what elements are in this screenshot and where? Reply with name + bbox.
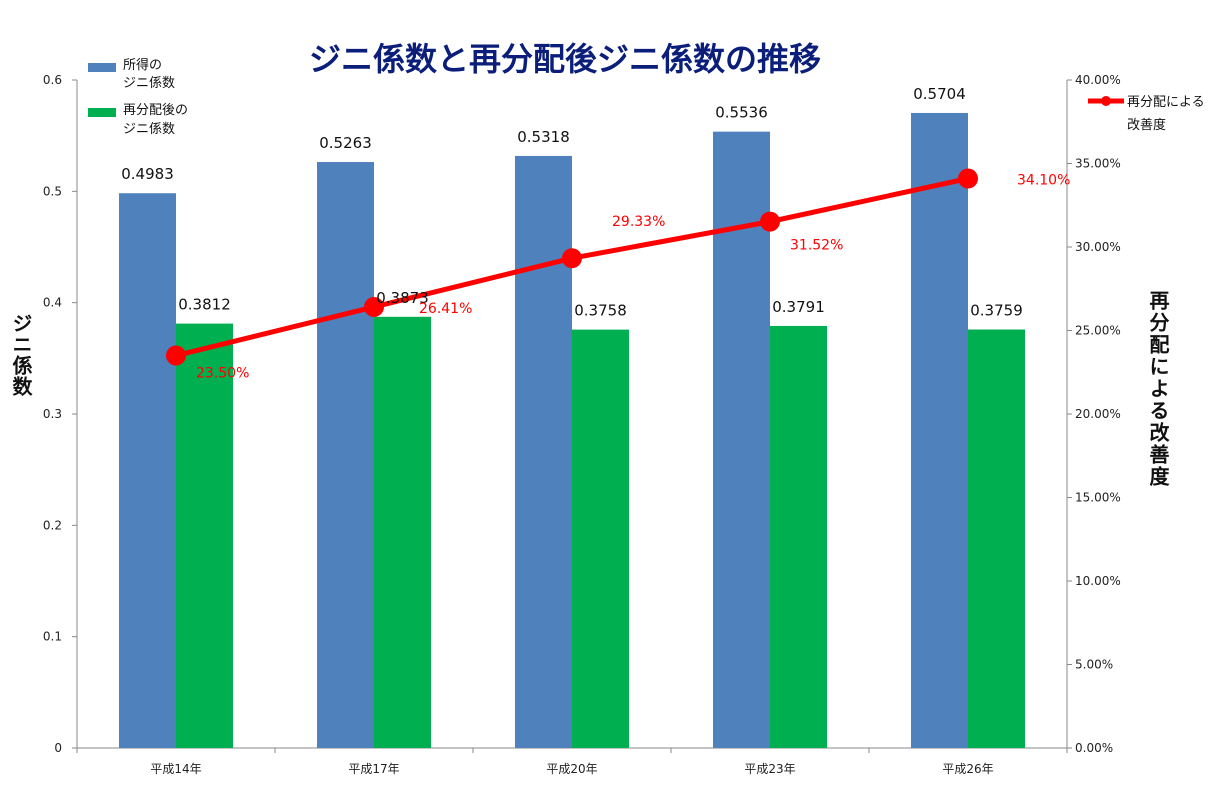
x-tick-label: 平成17年 xyxy=(348,762,399,776)
bar-data-label: 0.3758 xyxy=(574,302,627,320)
bar-redistributed-gini xyxy=(572,329,629,748)
axes-group: 0 0.1 0.2 0.3 0.4 0.5 0.6 0.00% 5.00% 10.00% 15.00… xyxy=(9,73,1170,776)
bar-redistributed-gini xyxy=(374,316,431,748)
improvement-point xyxy=(760,211,780,232)
bar-data-label: 0.3791 xyxy=(772,298,825,316)
bar-data-label: 0.3759 xyxy=(970,301,1023,319)
left-tick-label: 0.6 xyxy=(43,73,62,87)
left-tick-label: 0.3 xyxy=(43,407,62,421)
left-tick-label: 0.5 xyxy=(43,184,62,198)
line-series-group xyxy=(166,168,978,366)
improvement-point xyxy=(364,296,384,317)
legend-label: 再分配後の xyxy=(123,103,188,118)
legend-label: ジニ係数 xyxy=(123,76,175,91)
bar-data-label: 0.4983 xyxy=(121,165,174,183)
bar-income-gini xyxy=(515,155,572,749)
right-tick-label: 15.00% xyxy=(1075,491,1121,505)
improvement-point xyxy=(166,345,186,366)
bar-data-label: 0.5318 xyxy=(517,128,570,146)
data-labels-group: 0.4983 0.5263 0.5318 0.5536 0.5704 0.3812 0.38… xyxy=(121,85,1070,382)
bar-redistributed-gini xyxy=(770,325,827,748)
legend-label: 所得の xyxy=(123,57,162,73)
bars-group xyxy=(119,112,1025,749)
right-axis-title: 再分配による改善度 xyxy=(1146,290,1170,488)
bar-data-label: 0.5263 xyxy=(319,134,372,152)
improvement-point xyxy=(958,168,978,189)
improvement-data-label: 31.52% xyxy=(790,238,843,254)
left-axis-title: ジニ係数 xyxy=(9,313,33,397)
chart-title: ジニ係数と再分配後ジニ係数の推移 xyxy=(309,40,821,78)
improvement-data-label: 26.41% xyxy=(419,301,472,317)
bar-income-gini xyxy=(119,193,176,748)
left-tick-label: 0.4 xyxy=(43,296,62,310)
bar-redistributed-gini xyxy=(176,323,233,748)
x-tick-label: 平成14年 xyxy=(150,762,201,776)
x-tick-label: 平成20年 xyxy=(546,762,597,776)
improvement-data-label: 34.10% xyxy=(1017,173,1070,189)
left-tick-label: 0.1 xyxy=(43,630,62,644)
bar-income-gini xyxy=(911,112,968,749)
right-tick-label: 0.00% xyxy=(1075,741,1113,755)
legend-line-marker xyxy=(1101,96,1111,106)
bar-data-label: 0.5704 xyxy=(913,85,966,103)
x-tick-label: 平成26年 xyxy=(942,762,993,776)
right-tick-label: 35.00% xyxy=(1075,157,1121,171)
legend-label: ジニ係数 xyxy=(123,122,175,137)
legend-swatch xyxy=(88,63,116,72)
right-tick-label: 30.00% xyxy=(1075,240,1121,254)
left-tick-label: 0.2 xyxy=(43,518,62,532)
bar-income-gini xyxy=(713,131,770,748)
improvement-data-label: 29.33% xyxy=(612,214,665,230)
right-tick-label: 5.00% xyxy=(1075,658,1113,672)
improvement-point xyxy=(562,248,582,269)
bar-data-label: 0.5536 xyxy=(715,104,768,122)
improvement-data-label: 23.50% xyxy=(196,366,249,382)
bar-income-gini xyxy=(317,162,374,748)
legend-label: 再分配による xyxy=(1127,95,1205,110)
right-tick-label: 40.00% xyxy=(1075,73,1121,87)
right-tick-label: 25.00% xyxy=(1075,324,1121,338)
left-tick-label: 0 xyxy=(54,741,62,755)
bar-data-label: 0.3873 xyxy=(376,289,429,307)
right-tick-label: 10.00% xyxy=(1075,574,1121,588)
bar-data-label: 0.3812 xyxy=(178,296,231,314)
legend-swatch xyxy=(88,108,116,117)
right-tick-label: 20.00% xyxy=(1075,407,1121,421)
bar-redistributed-gini xyxy=(968,329,1025,748)
legend-label: 改善度 xyxy=(1127,117,1166,133)
x-tick-label: 平成23年 xyxy=(744,762,795,776)
